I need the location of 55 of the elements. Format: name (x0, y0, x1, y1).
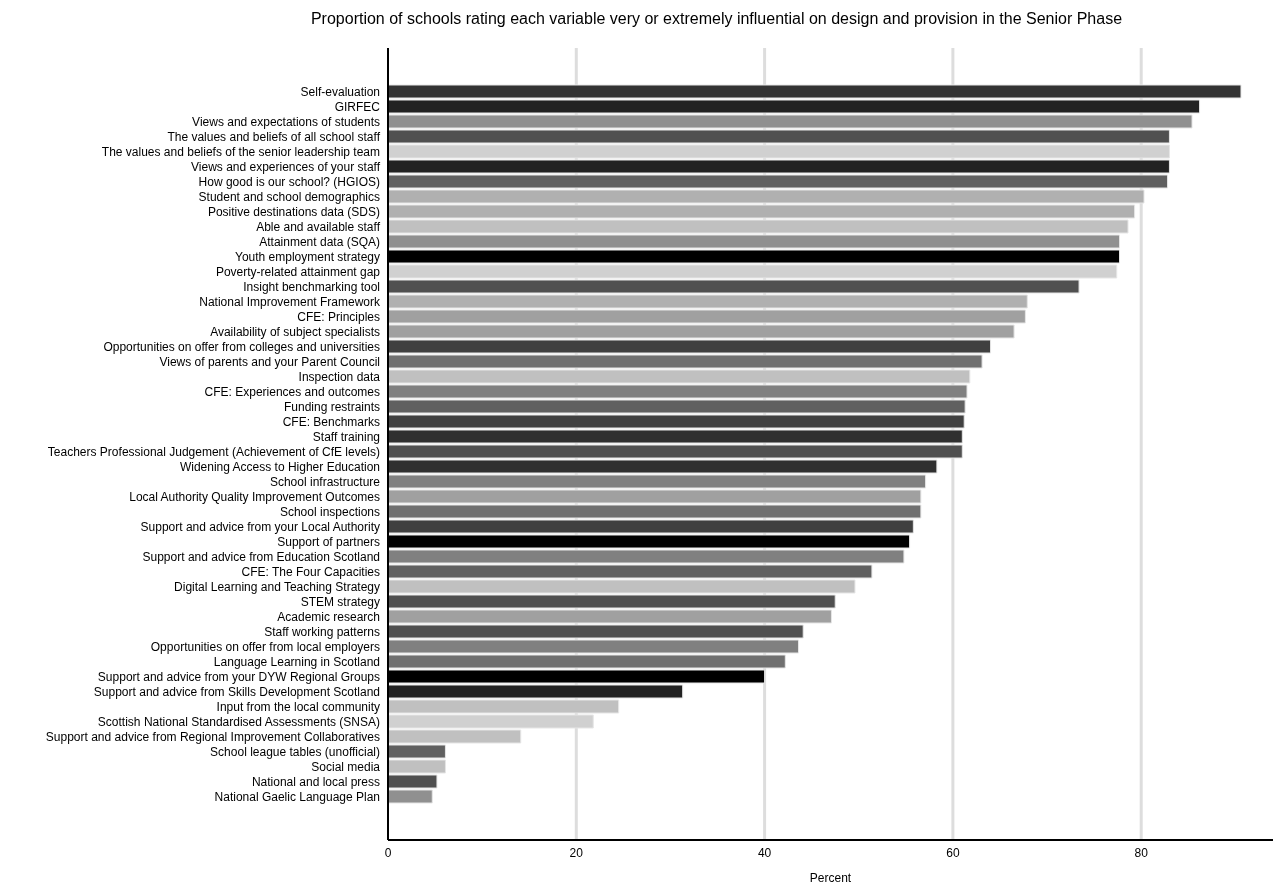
y-tick-label: Support of partners (277, 534, 380, 549)
y-tick-label: Language Learning in Scotland (213, 654, 380, 669)
y-tick-label: GIRFEC (334, 99, 381, 114)
y-tick-label: National Improvement Framework (199, 294, 381, 309)
y-tick-label: Positive destinations data (SDS) (207, 204, 380, 219)
y-tick-label: Support and advice from Skills Development Scotland (93, 684, 380, 699)
y-tick-label: Scottish National Standardised Assessments (SNSA) (97, 714, 380, 729)
x-tick-label: 40 (757, 845, 772, 860)
y-tick-label: CFE: Benchmarks (282, 414, 380, 429)
x-tick-label: 80 (1134, 845, 1149, 860)
x-axis-title: Percent (809, 871, 852, 885)
y-tick-label: Social media (311, 759, 381, 774)
y-tick-label: Views of parents and your Parent Council (159, 354, 380, 369)
y-tick-label: Attainment data (SQA) (259, 234, 380, 249)
y-tick-label: Widening Access to Higher Education (179, 459, 380, 474)
y-tick-label: School infrastructure (269, 474, 381, 489)
y-tick-label: Student and school demographics (198, 189, 380, 204)
y-tick-label: The values and beliefs of the senior leadership team (101, 144, 380, 159)
y-tick-label: CFE: The Four Capacities (241, 564, 380, 579)
y-tick-label: Inspection data (298, 369, 381, 384)
y-tick-label: Poverty-related attainment gap (215, 264, 381, 279)
y-tick-label: School league tables (unofficial) (210, 744, 380, 759)
y-tick-label: Able and available staff (256, 219, 381, 234)
y-tick-label: Staff training (312, 429, 380, 444)
y-tick-label: Local Authority Quality Improvement Outcomes (129, 489, 380, 504)
y-tick-label: Self-evaluation (300, 84, 380, 99)
y-tick-label: Insight benchmarking tool (243, 279, 380, 294)
y-tick-label: Academic research (277, 609, 380, 624)
y-tick-label: Views and expectations of students (192, 114, 380, 129)
y-tick-label: School inspections (279, 504, 380, 519)
x-tick-label: 20 (569, 845, 584, 860)
y-tick-label: Support and advice from your Local Authority (140, 519, 380, 534)
y-tick-label: National and local press (251, 774, 380, 789)
y-tick-label: Support and advice from Regional Improvement Collaboratives (45, 729, 380, 744)
y-tick-label: Funding restraints (283, 399, 380, 414)
y-tick-label: Youth employment strategy (235, 249, 380, 264)
y-tick-label: STEM strategy (300, 594, 380, 609)
y-tick-label: Opportunities on offer from local employers (150, 639, 380, 654)
y-tick-label: The values and beliefs of all school staff (167, 129, 381, 144)
y-tick-label: Views and experiences of your staff (191, 159, 381, 174)
y-tick-label: Availability of subject specialists (210, 324, 380, 339)
x-tick-label: 0 (384, 845, 392, 860)
chart-title: Proportion of schools rating each variable very or extremely influential on design and provision in the Senior Phase (309, 10, 1124, 28)
y-tick-label: CFE: Experiences and outcomes (204, 384, 380, 399)
y-tick-label: Teachers Professional Judgement (Achievement of CfE levels) (47, 444, 380, 459)
y-tick-label: CFE: Principles (297, 309, 380, 324)
x-tick-label: 60 (946, 845, 960, 860)
y-tick-label: Support and advice from your DYW Regional Groups (97, 669, 380, 684)
y-tick-label: Input from the local community (216, 699, 380, 714)
y-tick-label: Opportunities on offer from colleges and universities (103, 339, 380, 354)
y-tick-label: Staff working patterns (264, 624, 380, 639)
y-tick-label: Support and advice from Education Scotland (142, 549, 380, 564)
y-tick-label: Digital Learning and Teaching Strategy (174, 579, 380, 594)
y-tick-label: National Gaelic Language Plan (214, 789, 380, 804)
y-tick-label: How good is our school? (HGIOS) (198, 174, 380, 189)
